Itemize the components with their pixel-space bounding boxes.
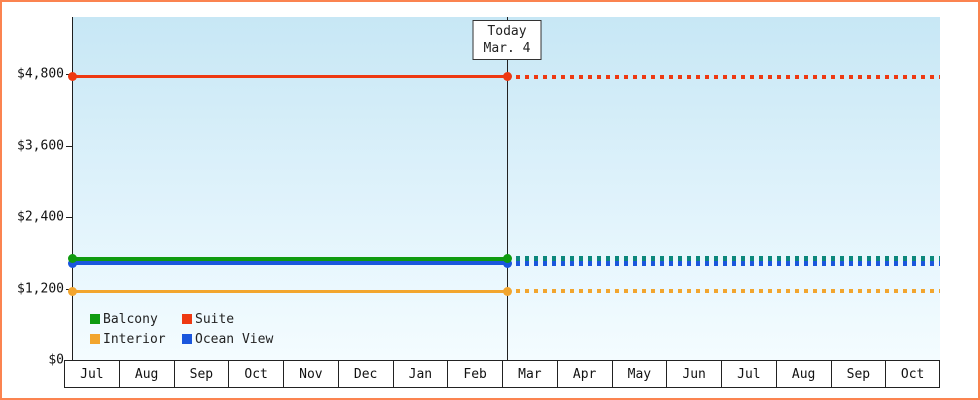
legend-item-ocean-view: Ocean View bbox=[182, 330, 312, 348]
series-ocean-view-projection bbox=[507, 260, 940, 266]
legend-item-balcony: Balcony bbox=[90, 310, 182, 328]
x-axis-month-5: Dec bbox=[337, 360, 394, 388]
legend-swatch-icon bbox=[182, 314, 192, 324]
series-ocean-view-marker-today bbox=[502, 258, 512, 268]
x-axis-month-10: May bbox=[611, 360, 668, 388]
today-label-box: Today Mar. 4 bbox=[472, 20, 542, 60]
x-axis-month-1: Aug bbox=[118, 360, 175, 388]
x-axis-month-7: Feb bbox=[447, 360, 503, 388]
x-axis-month-12: Jul bbox=[721, 360, 777, 388]
y-axis-tick-label: $1,200 bbox=[17, 281, 64, 296]
series-balcony-marker-today bbox=[502, 254, 512, 264]
series-interior-marker-today bbox=[502, 286, 512, 296]
series-balcony-projection bbox=[507, 256, 940, 262]
x-axis-month-6: Jan bbox=[392, 360, 449, 388]
y-axis-line bbox=[72, 17, 73, 361]
x-axis-month-4: Nov bbox=[283, 360, 339, 388]
series-ocean-view-marker-start bbox=[67, 258, 77, 268]
y-axis-tick-label: $0 bbox=[48, 352, 64, 368]
legend-item-suite: Suite bbox=[182, 310, 312, 328]
today-vertical-line bbox=[507, 17, 508, 360]
x-axis-month-2: Sep bbox=[173, 360, 230, 388]
series-suite-marker-start bbox=[67, 72, 77, 82]
legend: Balcony Suite Interior Ocean View bbox=[90, 310, 312, 348]
x-axis-month-13: Aug bbox=[775, 360, 832, 388]
legend-label: Ocean View bbox=[195, 331, 274, 347]
y-axis-tick-label: $3,600 bbox=[17, 138, 64, 153]
x-axis-month-8: Mar bbox=[502, 360, 558, 388]
today-label-title: Today bbox=[487, 24, 527, 39]
series-suite-marker-today bbox=[502, 72, 512, 82]
legend-label: Balcony bbox=[103, 311, 158, 327]
y-axis-tick-label: $4,800 bbox=[17, 66, 64, 82]
x-axis-month-15: Oct bbox=[885, 360, 940, 388]
x-axis-month-3: Oct bbox=[228, 360, 284, 388]
legend-item-interior: Interior bbox=[90, 330, 182, 348]
series-balcony-marker-start bbox=[67, 254, 77, 264]
legend-label: Interior bbox=[103, 331, 166, 347]
plot-background bbox=[72, 17, 940, 360]
today-label-date: Mar. 4 bbox=[483, 41, 531, 56]
series-suite-projection bbox=[507, 74, 940, 79]
legend-swatch-icon bbox=[90, 314, 100, 324]
y-axis-tick-label: $2,400 bbox=[17, 209, 64, 225]
series-suite-line bbox=[72, 75, 507, 79]
series-ocean-view-line bbox=[72, 261, 507, 266]
x-axis-month-14: Sep bbox=[830, 360, 887, 388]
legend-swatch-icon bbox=[182, 334, 192, 344]
legend-swatch-icon bbox=[90, 334, 100, 344]
series-interior-projection bbox=[507, 289, 940, 294]
y-axis-tick-mark bbox=[66, 217, 72, 218]
x-axis-month-11: Jun bbox=[666, 360, 722, 388]
series-interior-line bbox=[72, 289, 507, 293]
x-axis-month-0: Jul bbox=[64, 360, 120, 388]
series-interior-marker-start bbox=[67, 286, 77, 296]
y-axis-tick-mark bbox=[66, 146, 72, 147]
x-axis-month-9: Apr bbox=[556, 360, 613, 388]
legend-label: Suite bbox=[195, 311, 235, 327]
series-balcony-line bbox=[72, 256, 507, 261]
